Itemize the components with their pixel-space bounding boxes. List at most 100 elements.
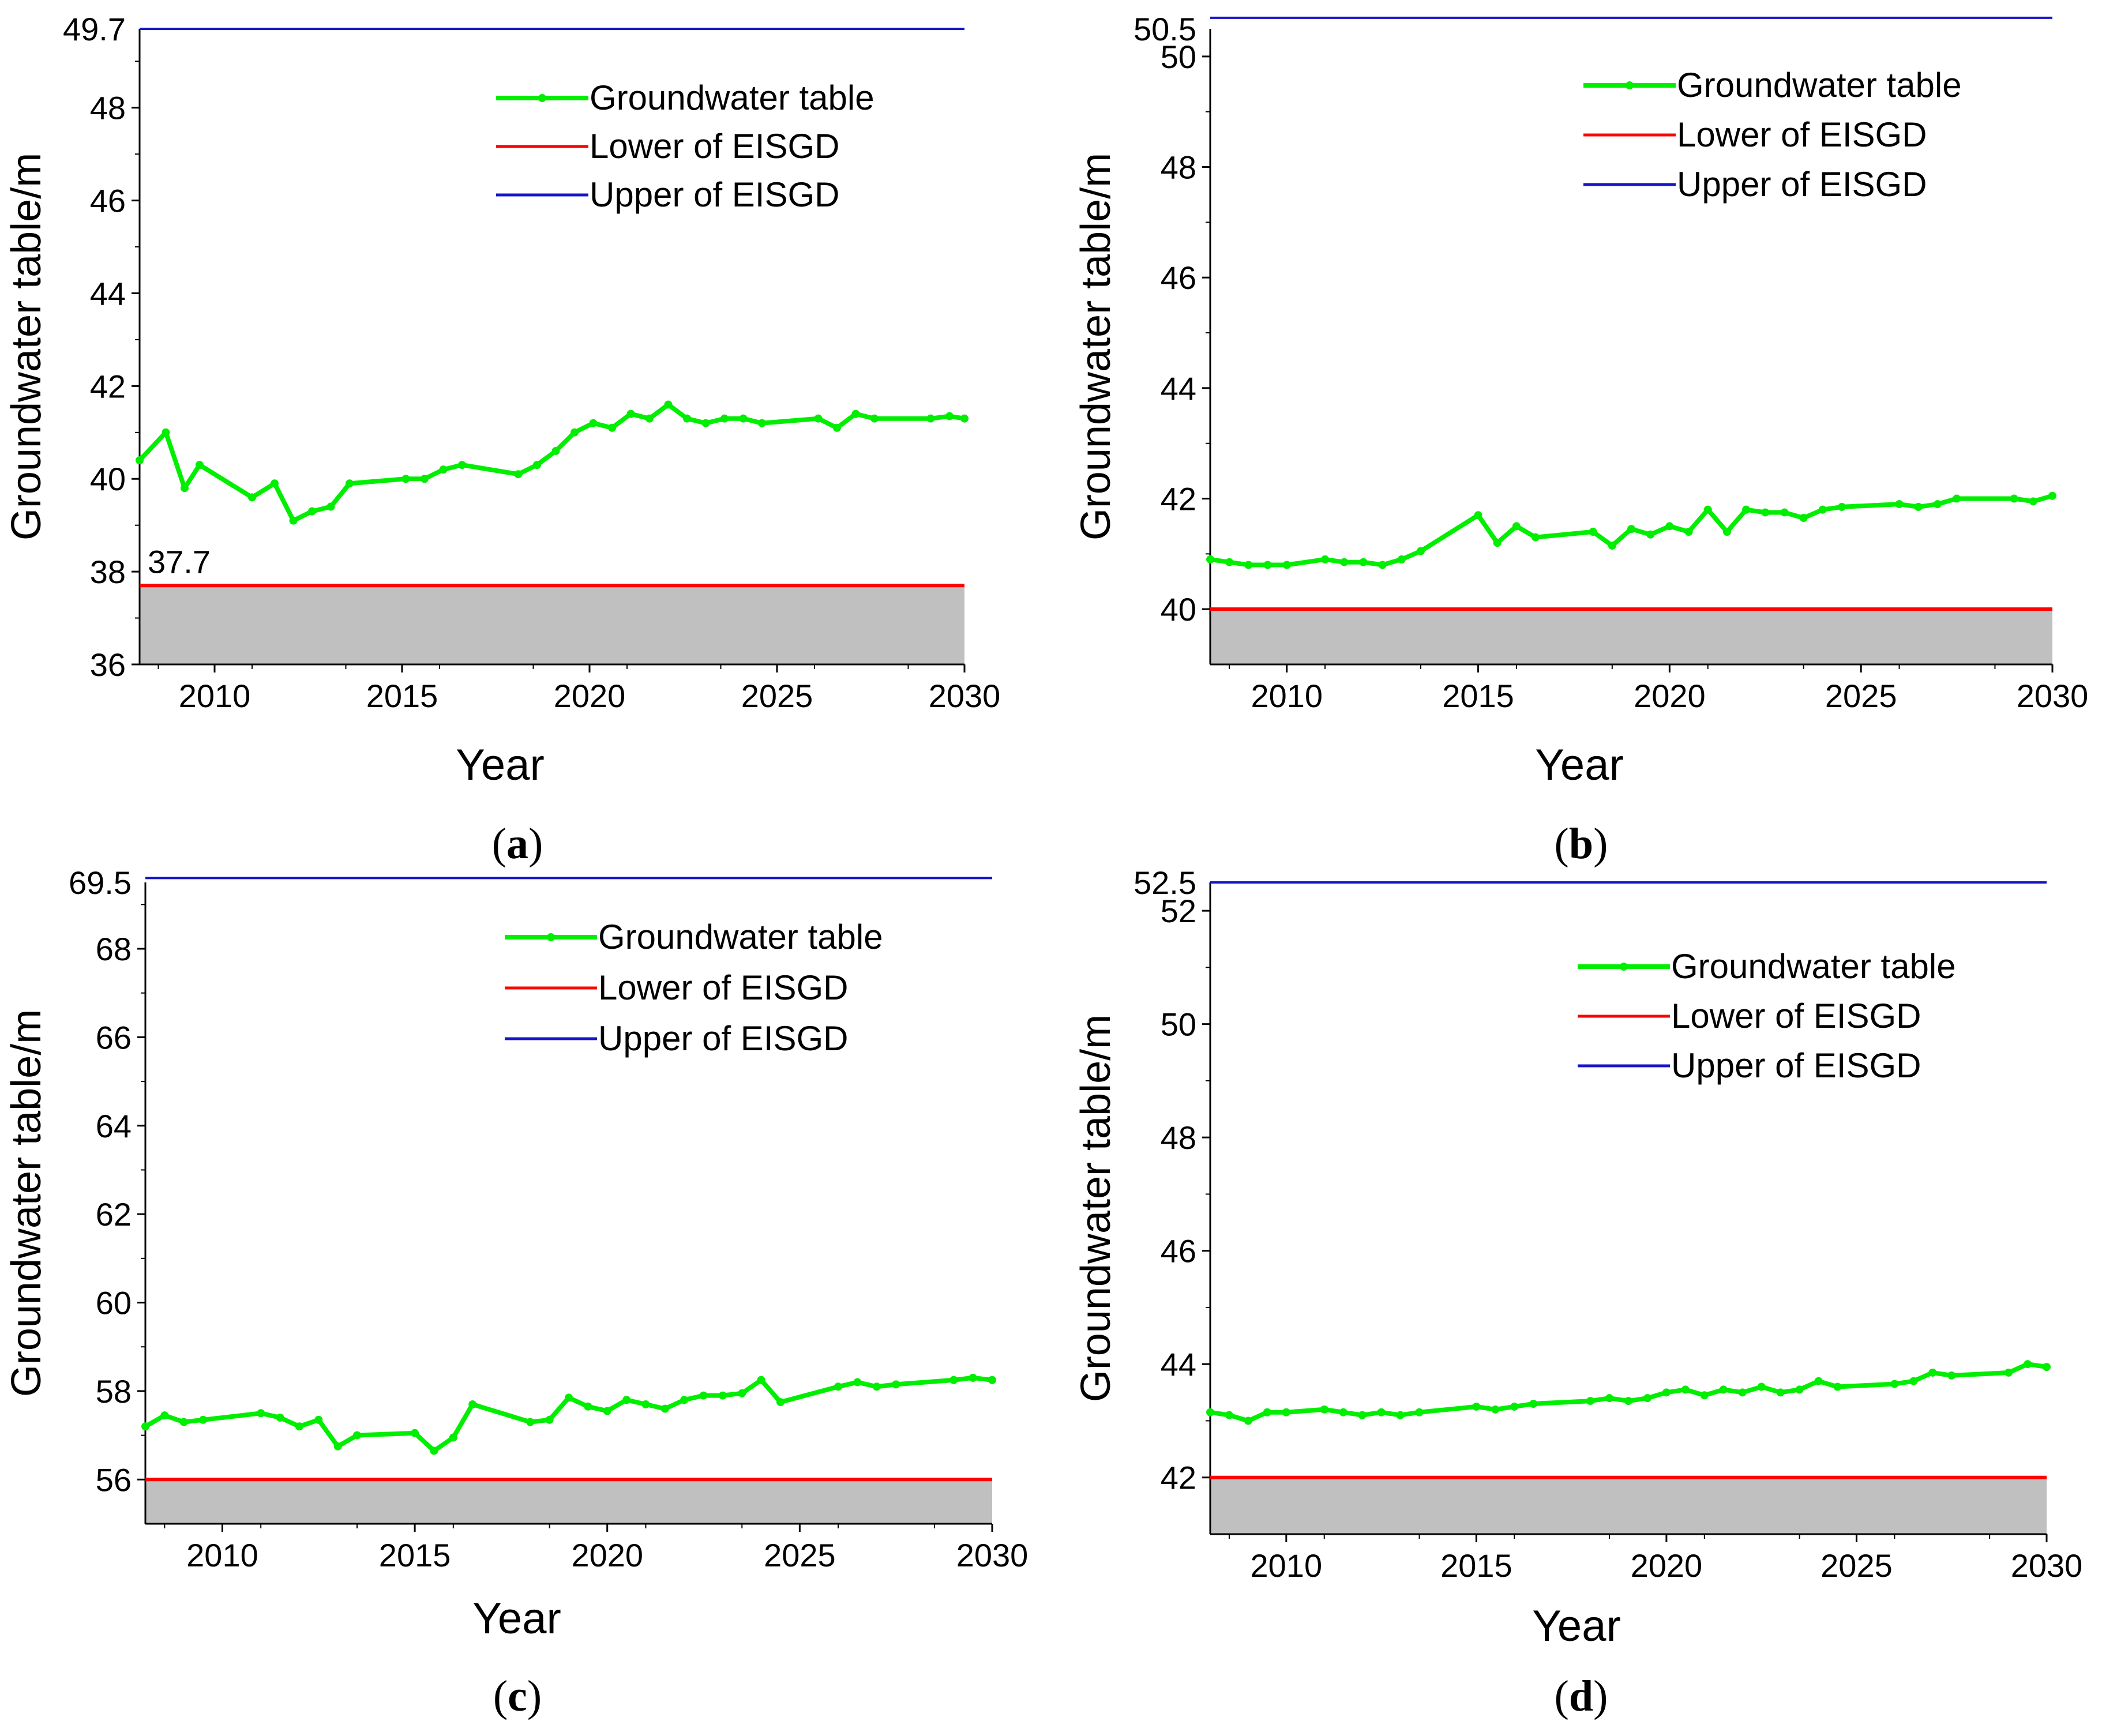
y-tick-label: 42	[1161, 481, 1196, 517]
groundwater-point	[2024, 1360, 2032, 1369]
groundwater-series-line	[144, 1375, 993, 1453]
legend-label-0: Groundwater table	[590, 78, 874, 117]
legend-label-2: Upper of EISGD	[1677, 165, 1927, 204]
groundwater-point	[1947, 1371, 1956, 1380]
groundwater-point	[1510, 1402, 1519, 1411]
groundwater-series-line	[1210, 1362, 2047, 1423]
groundwater-point	[1719, 1385, 1728, 1394]
groundwater-point	[814, 414, 823, 423]
y-tick-label: 58	[96, 1373, 132, 1410]
legend-label-0: Groundwater table	[598, 918, 883, 956]
x-tick-label: 2020	[554, 678, 626, 714]
groundwater-point	[1529, 1400, 1538, 1408]
caption-c-letter: c	[508, 1672, 527, 1720]
x-tick-label: 2020	[571, 1537, 643, 1573]
groundwater-point	[295, 1422, 303, 1431]
legend-marker	[1626, 81, 1634, 89]
groundwater-point	[181, 484, 189, 493]
y-tick-label: 50	[1161, 39, 1196, 75]
y-tick-label: 48	[1161, 149, 1196, 186]
groundwater-point	[660, 1404, 669, 1413]
groundwater-point	[1225, 558, 1234, 566]
groundwater-point	[1339, 1408, 1347, 1416]
below-lower-fill	[1210, 1477, 2047, 1534]
groundwater-point	[1491, 1405, 1500, 1414]
groundwater-point	[872, 1382, 881, 1391]
groundwater-point	[570, 428, 579, 437]
x-tick-label: 2010	[1251, 1547, 1323, 1584]
groundwater-point	[289, 516, 298, 525]
groundwater-point	[1933, 500, 1942, 509]
groundwater-point	[271, 479, 279, 488]
groundwater-point	[333, 1442, 342, 1451]
groundwater-point	[1838, 502, 1846, 511]
x-axis-title: Year	[456, 741, 545, 790]
groundwater-point	[136, 456, 144, 465]
caption-a: (a)	[491, 820, 543, 868]
groundwater-point	[1358, 1411, 1367, 1419]
groundwater-point	[1397, 555, 1406, 563]
groundwater-point	[851, 409, 860, 418]
y-axis-title: Groundwater table/m	[1073, 1014, 1119, 1402]
groundwater-point	[1684, 528, 1693, 536]
legend-label-1: Lower of EISGD	[598, 968, 849, 1007]
groundwater-point	[870, 414, 879, 423]
caption-c: (c)	[493, 1672, 542, 1720]
groundwater-point	[641, 1400, 650, 1408]
groundwater-point	[276, 1413, 284, 1422]
groundwater-point	[1722, 528, 1731, 536]
y-tick-label: 44	[1161, 1346, 1196, 1382]
groundwater-point	[1282, 561, 1291, 569]
groundwater-point	[1665, 522, 1674, 531]
legend-label-2: Upper of EISGD	[590, 175, 840, 214]
x-axis-title: Year	[1535, 741, 1624, 790]
groundwater-point	[141, 1422, 149, 1431]
x-tick-label: 2010	[1251, 678, 1323, 714]
y-tick-label: 66	[96, 1019, 132, 1055]
groundwater-point	[645, 414, 654, 423]
groundwater-point	[1244, 561, 1253, 569]
groundwater-point	[1761, 508, 1770, 517]
groundwater-point	[1742, 505, 1751, 514]
groundwater-point	[2010, 494, 2018, 503]
groundwater-point	[565, 1393, 573, 1402]
x-tick-label: 2030	[929, 678, 1001, 714]
x-tick-label: 2030	[956, 1537, 1029, 1573]
x-tick-label: 2015	[1440, 1547, 1512, 1584]
groundwater-point	[353, 1431, 361, 1440]
groundwater-point	[683, 414, 691, 423]
groundwater-point	[514, 470, 523, 479]
groundwater-point	[622, 1396, 631, 1404]
groundwater-point	[401, 475, 410, 483]
groundwater-point	[1627, 525, 1635, 533]
legend-label-2: Upper of EISGD	[598, 1019, 849, 1058]
groundwater-point	[1643, 1394, 1651, 1403]
groundwater-point	[584, 1402, 592, 1411]
groundwater-point	[179, 1418, 188, 1426]
groundwater-point	[199, 1415, 208, 1424]
caption-d: (d)	[1554, 1672, 1608, 1720]
x-tick-label: 2020	[1631, 1547, 1703, 1584]
groundwater-point	[257, 1409, 265, 1418]
groundwater-point	[589, 419, 598, 427]
groundwater-series-line	[138, 402, 965, 523]
groundwater-point	[1757, 1382, 1766, 1391]
y-axis-title: Groundwater table/m	[1073, 153, 1119, 540]
groundwater-point	[945, 412, 954, 420]
groundwater-point	[603, 1407, 611, 1415]
groundwater-point	[1928, 1368, 1937, 1377]
y-tick-label: 44	[1161, 370, 1196, 407]
groundwater-point	[314, 1415, 323, 1424]
groundwater-point	[2043, 1363, 2051, 1371]
groundwater-point	[1474, 511, 1482, 520]
groundwater-point	[853, 1378, 862, 1386]
legend-label-0: Groundwater table	[1671, 947, 1956, 986]
y-axis-title: Groundwater table/m	[3, 153, 50, 540]
groundwater-point	[248, 493, 256, 502]
y-tick-top-label: 50.5	[1133, 11, 1196, 47]
x-tick-label: 2010	[186, 1537, 258, 1573]
x-axis-title: Year	[1532, 1602, 1621, 1651]
